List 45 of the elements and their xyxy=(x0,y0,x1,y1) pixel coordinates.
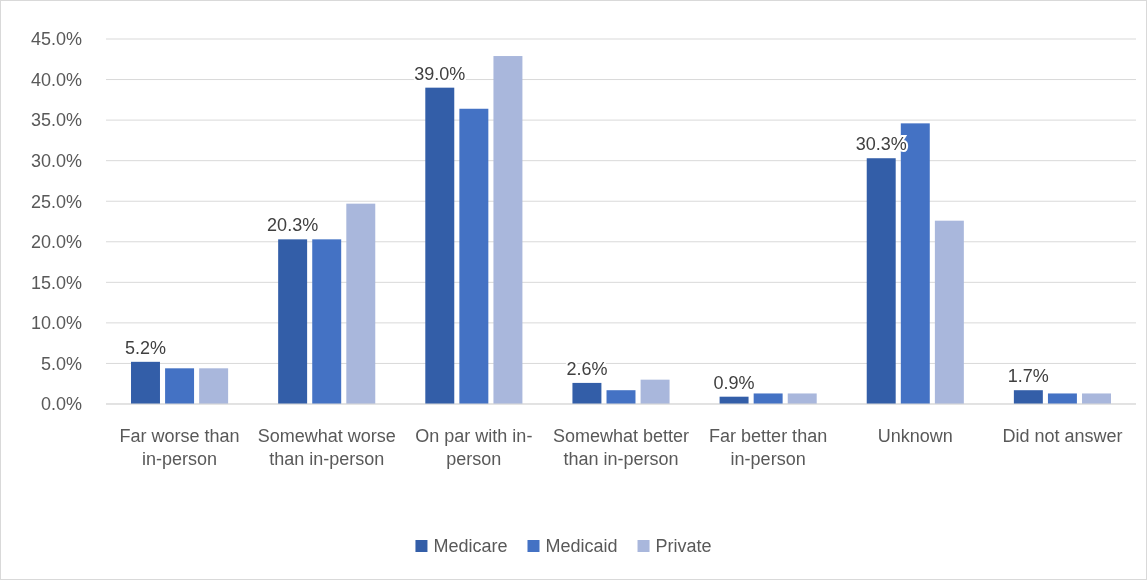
data-label: 0.9% xyxy=(713,372,755,393)
y-tick-label: 5.0% xyxy=(40,353,82,374)
bar xyxy=(131,361,160,404)
bar xyxy=(572,382,602,404)
bar xyxy=(640,379,670,404)
bar xyxy=(199,368,229,404)
x-tick-label: Somewhat worse than in-person xyxy=(257,426,396,469)
x-tick-label: Somewhat better than in-person xyxy=(552,426,690,469)
y-tick-label: 35.0% xyxy=(30,110,82,131)
x-tick-label: On par with in-person xyxy=(415,426,533,469)
bar xyxy=(165,368,195,404)
bar xyxy=(866,158,896,404)
bar xyxy=(606,390,636,404)
legend-label: Medicaid xyxy=(545,536,618,557)
x-tick-label: Did not answer xyxy=(1002,426,1123,446)
data-label: 1.7% xyxy=(1007,366,1049,387)
y-tick-label: 40.0% xyxy=(30,69,82,90)
y-tick-label: 10.0% xyxy=(30,313,82,334)
y-tick-label: 0.0% xyxy=(40,394,82,415)
data-label: 2.6% xyxy=(566,358,608,379)
x-tick-label: Unknown xyxy=(877,426,953,446)
bar xyxy=(425,87,455,404)
bar xyxy=(1047,393,1077,404)
x-tick-label: Far worse than in-person xyxy=(119,426,240,469)
bar xyxy=(278,239,308,404)
y-tick-label: 30.0% xyxy=(30,150,82,171)
bar xyxy=(312,239,342,404)
legend-label: Medicare xyxy=(433,536,508,557)
legend-label: Private xyxy=(655,536,712,557)
y-tick-label: 15.0% xyxy=(30,272,82,293)
bar xyxy=(753,393,783,404)
y-tick-label: 25.0% xyxy=(30,191,82,212)
bar xyxy=(1013,390,1043,404)
bar xyxy=(1082,393,1111,404)
y-tick-label: 20.0% xyxy=(30,232,82,253)
bar xyxy=(493,56,523,404)
bar xyxy=(346,203,376,404)
bar xyxy=(787,393,817,404)
bar xyxy=(459,108,489,404)
data-label: 39.0% xyxy=(414,63,466,84)
data-label: 20.3% xyxy=(267,215,319,236)
y-tick-label: 45.0% xyxy=(30,29,82,50)
bar xyxy=(934,220,964,404)
x-tick-label: Far better than in-person xyxy=(709,426,828,469)
data-label: 5.2% xyxy=(124,337,167,358)
